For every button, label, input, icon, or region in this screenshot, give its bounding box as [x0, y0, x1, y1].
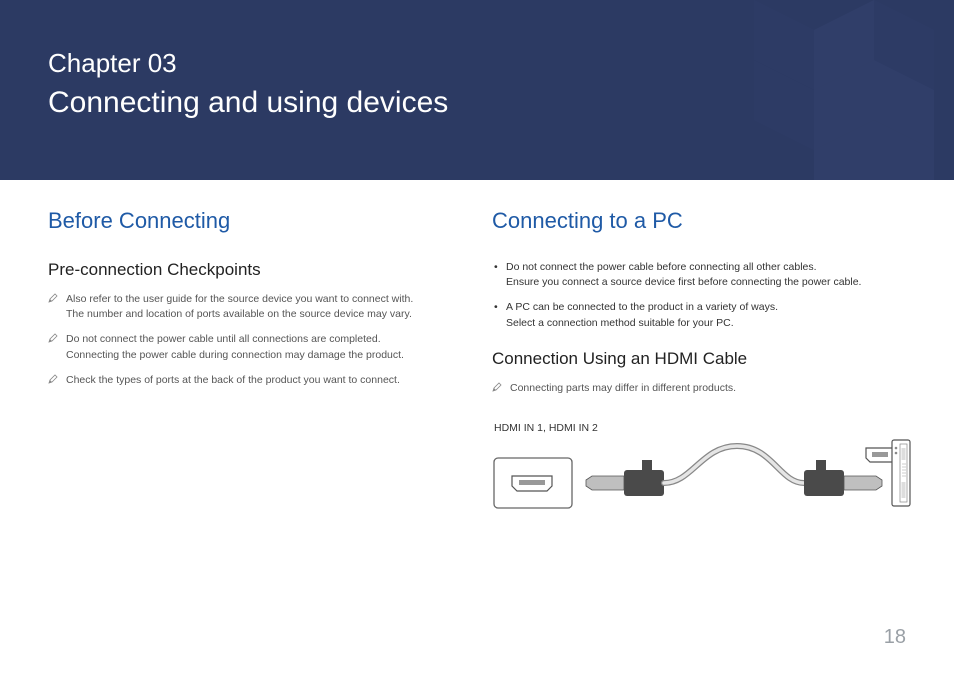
right-subsection-title: Connection Using an HDMI Cable: [492, 349, 912, 369]
checkpoint-list: Also refer to the user guide for the sou…: [48, 292, 448, 388]
list-item: Check the types of ports at the back of …: [48, 373, 448, 388]
left-subsection-title: Pre-connection Checkpoints: [48, 260, 448, 280]
right-section-title: Connecting to a PC: [492, 208, 912, 234]
left-column: Before Connecting Pre-connection Checkpo…: [48, 208, 448, 548]
list-item-text: Check the types of ports at the back of …: [66, 374, 400, 386]
hdmi-diagram: [492, 438, 912, 548]
content-area: Before Connecting Pre-connection Checkpo…: [0, 180, 954, 548]
chapter-label: Chapter 03: [48, 48, 177, 79]
pencil-icon: [48, 374, 58, 384]
list-item: Do not connect the power cable until all…: [48, 332, 448, 362]
chapter-header: Chapter 03 Connecting and using devices: [0, 0, 954, 180]
hdmi-note-list: Connecting parts may differ in different…: [492, 381, 912, 396]
list-item-text: A PC can be connected to the product in …: [506, 301, 778, 328]
list-item-text: Do not connect the power cable before co…: [506, 261, 861, 288]
header-pattern: [694, 0, 954, 180]
list-item: Connecting parts may differ in different…: [492, 381, 912, 396]
list-item: Also refer to the user guide for the sou…: [48, 292, 448, 322]
pc-bullet-list: Do not connect the power cable before co…: [492, 260, 912, 331]
pencil-icon: [492, 382, 502, 392]
right-column: Connecting to a PC Do not connect the po…: [492, 208, 912, 548]
list-item: Do not connect the power cable before co…: [492, 260, 912, 290]
pencil-icon: [48, 333, 58, 343]
list-item-text: Also refer to the user guide for the sou…: [66, 293, 413, 320]
list-item: A PC can be connected to the product in …: [492, 300, 912, 330]
diagram-label: HDMI IN 1, HDMI IN 2: [494, 422, 912, 434]
page-number: 18: [884, 626, 906, 649]
list-item-text: Connecting parts may differ in different…: [510, 382, 736, 394]
chapter-title: Connecting and using devices: [48, 86, 448, 120]
list-item-text: Do not connect the power cable until all…: [66, 333, 404, 360]
left-section-title: Before Connecting: [48, 208, 448, 234]
pencil-icon: [48, 293, 58, 303]
